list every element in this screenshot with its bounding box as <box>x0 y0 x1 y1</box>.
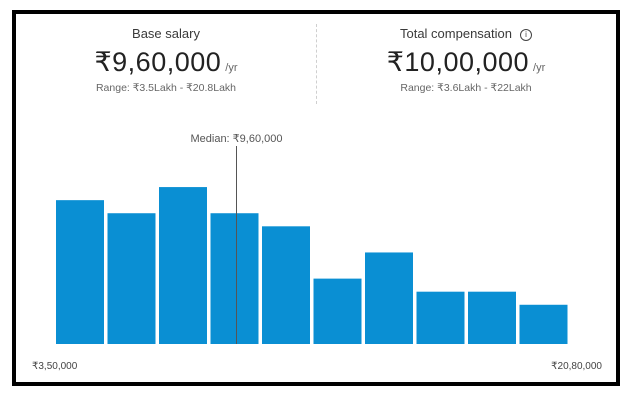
histogram-bars <box>56 187 568 344</box>
total-compensation-label: Total compensation <box>399 26 512 41</box>
total-compensation-value-row: ₹10,00,000/yr <box>316 47 616 78</box>
histogram-bar[interactable] <box>416 291 465 344</box>
total-compensation-range: Range: ₹3.6Lakh - ₹22Lakh <box>400 82 532 94</box>
histogram-bar[interactable] <box>468 291 516 344</box>
histogram-bar[interactable] <box>365 252 413 344</box>
salary-card: Base salary ₹9,60,000/yr Range: ₹3.5Lakh… <box>12 10 620 386</box>
histogram-bar[interactable] <box>519 304 568 344</box>
base-salary-value-row: ₹9,60,000/yr <box>16 47 316 78</box>
x-max-label: ₹20,80,000 <box>551 361 602 372</box>
base-salary-value: ₹9,60,000 <box>94 47 222 77</box>
histogram-bar[interactable] <box>107 213 156 344</box>
base-salary-unit: /yr <box>225 62 238 74</box>
total-compensation-value: ₹10,00,000 <box>386 47 530 77</box>
histogram-bar[interactable] <box>159 187 207 344</box>
total-compensation-label-row: Total compensation i <box>316 26 616 41</box>
total-compensation-unit: /yr <box>533 62 546 74</box>
histogram-bar[interactable] <box>262 226 310 344</box>
base-salary-label: Base salary <box>132 26 200 41</box>
histogram-bar[interactable] <box>56 200 104 344</box>
histogram-bar[interactable] <box>210 213 259 344</box>
salary-histogram: Median: ₹9,60,000 ₹3,50,000 ₹20,80,000 <box>32 133 602 372</box>
info-icon[interactable]: i <box>520 29 532 41</box>
base-salary-range: Range: ₹3.5Lakh - ₹20.8Lakh <box>95 82 237 94</box>
x-min-label: ₹3,50,000 <box>32 361 78 372</box>
histogram-bar[interactable] <box>313 278 362 344</box>
section-divider <box>316 24 317 104</box>
median-label: Median: ₹9,60,000 <box>190 133 282 145</box>
